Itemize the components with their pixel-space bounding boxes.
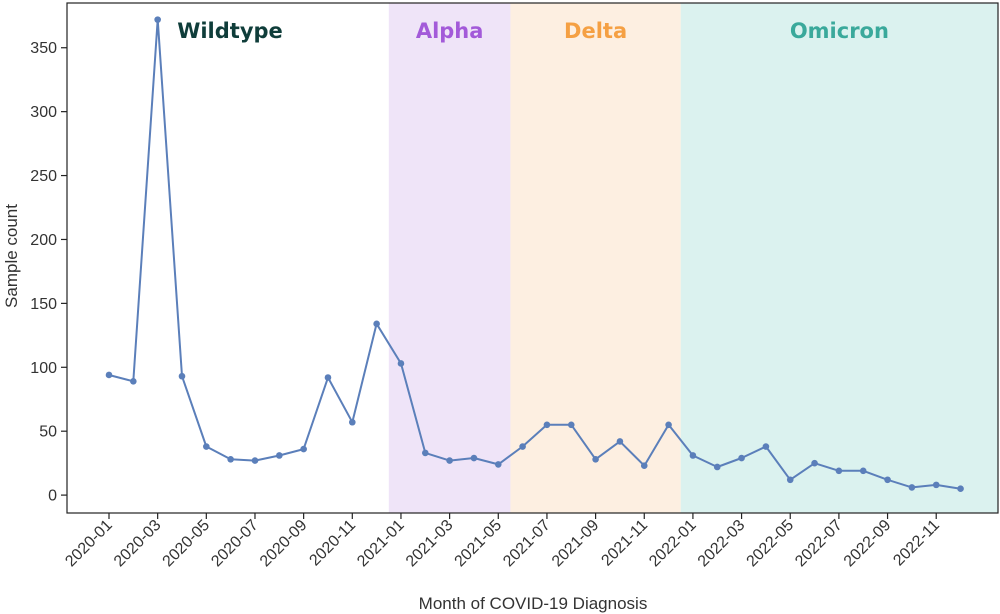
data-point — [130, 378, 137, 385]
x-tick-label: 2020-01 — [62, 517, 116, 571]
y-axis-title: Sample count — [2, 204, 21, 308]
x-axis-title: Month of COVID-19 Diagnosis — [419, 594, 648, 613]
data-point — [762, 443, 770, 450]
data-point — [835, 467, 843, 475]
x-tick-label: 2021-07 — [500, 517, 554, 571]
variant-band-wildtype — [67, 3, 389, 513]
variant-label-alpha: Alpha — [416, 19, 484, 43]
data-point — [932, 481, 940, 489]
x-tick-label: 2022-03 — [695, 517, 749, 571]
variant-label-wildtype: Wildtype — [177, 19, 283, 43]
y-tick-label: 100 — [30, 360, 57, 377]
variant-band-delta — [510, 3, 681, 513]
data-point — [640, 462, 648, 470]
y-tick-label: 50 — [39, 424, 57, 441]
data-point — [689, 452, 697, 459]
data-point — [786, 476, 794, 484]
x-axis: 2020-012020-032020-052020-072020-092020-… — [62, 513, 943, 570]
x-tick-label: 2022-01 — [646, 517, 700, 571]
y-tick-label: 0 — [48, 488, 57, 505]
data-point — [227, 456, 234, 463]
x-tick-label: 2020-09 — [257, 517, 311, 571]
data-point — [884, 476, 891, 484]
x-tick-label: 2021-09 — [549, 517, 603, 571]
data-point — [592, 456, 599, 463]
data-point — [178, 372, 186, 380]
data-point — [421, 449, 429, 457]
x-tick-label: 2021-11 — [598, 517, 651, 570]
data-point — [154, 16, 161, 23]
data-point — [713, 463, 721, 471]
y-axis: 0 50 100 150 200 250 300 350 — [30, 40, 67, 505]
data-point — [908, 484, 916, 491]
data-point — [665, 421, 672, 429]
data-point — [519, 443, 526, 450]
x-tick-label: 2020-03 — [111, 517, 165, 571]
series-line-group — [105, 16, 964, 493]
series-line — [108, 18, 961, 490]
data-point — [276, 452, 283, 459]
data-point — [811, 459, 818, 467]
data-point — [957, 485, 964, 493]
x-tick-label: 2022-11 — [890, 517, 943, 570]
data-point — [349, 418, 356, 426]
data-point — [251, 457, 259, 464]
variant-label-delta: Delta — [564, 19, 627, 43]
data-point — [300, 445, 307, 453]
x-tick-label: 2021-05 — [452, 517, 506, 571]
data-point — [567, 421, 575, 429]
variant-period-bands: Wildtype Alpha Delta Omicron — [67, 3, 998, 513]
data-point — [203, 443, 210, 450]
x-tick-label: 2020-07 — [208, 517, 262, 571]
y-tick-label: 150 — [30, 296, 57, 313]
x-tick-label: 2020-05 — [160, 517, 214, 571]
y-tick-label: 250 — [30, 168, 57, 185]
y-tick-label: 350 — [30, 40, 57, 57]
data-point — [446, 457, 453, 464]
data-point — [543, 421, 551, 429]
variant-band-omicron — [680, 3, 998, 513]
y-tick-label: 200 — [30, 232, 57, 249]
data-point — [324, 374, 332, 381]
x-tick-label: 2022-09 — [841, 517, 895, 571]
x-tick-label: 2020-11 — [306, 517, 359, 570]
data-point — [105, 371, 113, 379]
data-point — [859, 467, 867, 475]
plot-frame — [66, 2, 999, 514]
data-point — [373, 320, 380, 328]
x-tick-label: 2022-05 — [744, 517, 798, 571]
variant-band-alpha — [388, 3, 511, 513]
x-tick-label: 2021-01 — [354, 517, 408, 571]
data-point — [470, 454, 478, 462]
variant-label-omicron: Omicron — [790, 19, 889, 43]
x-tick-label: 2022-07 — [792, 517, 846, 571]
data-point — [397, 360, 405, 367]
data-point — [494, 461, 502, 468]
x-tick-label: 2021-03 — [403, 517, 457, 571]
y-tick-label: 300 — [30, 104, 57, 121]
data-point — [616, 438, 624, 445]
data-point — [738, 454, 745, 462]
